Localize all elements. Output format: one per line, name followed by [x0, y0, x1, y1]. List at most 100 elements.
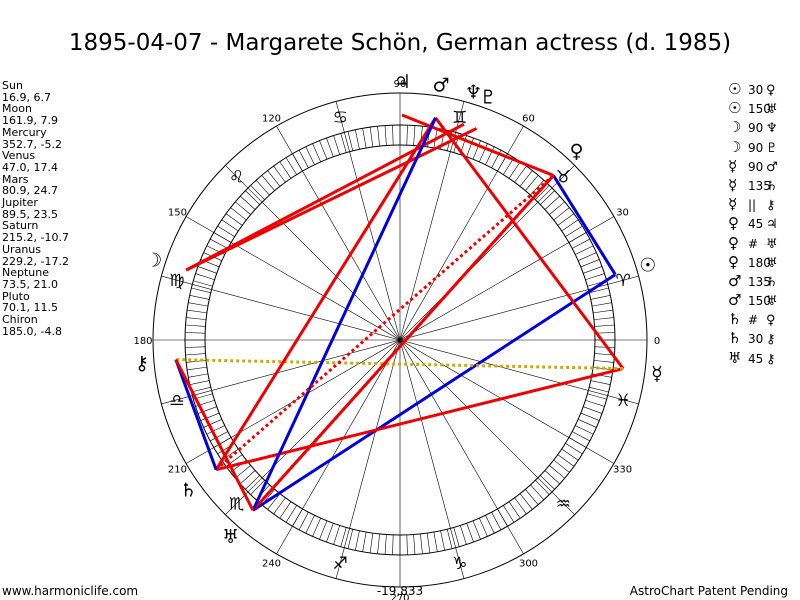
zodiac-sign-glyph: ♌: [229, 168, 244, 188]
zodiac-sign-glyph: ♓: [616, 391, 631, 411]
planet-name: Pluto: [2, 289, 30, 303]
degree-tick: [369, 533, 374, 553]
planet-glyph: ♇: [480, 86, 497, 108]
planet-position: 73.5, 21.0: [2, 277, 58, 291]
degree-tick: [589, 287, 609, 294]
aspect-planet-2: ♃: [766, 217, 778, 233]
aspect-planet-1: ♄: [728, 329, 742, 348]
degree-tick: [230, 207, 247, 221]
degree-tick: [250, 185, 265, 200]
aspect-planet-1: ☿: [728, 195, 738, 214]
degree-tick: [188, 373, 209, 378]
aspect-planet-2: ♅: [766, 102, 778, 118]
degree-tick: [406, 534, 408, 555]
degree-label: 300: [519, 559, 538, 570]
degree-tick: [217, 225, 235, 237]
degree-tick: [245, 475, 260, 490]
planet-position: 47.0, 17.4: [2, 160, 58, 174]
degree-tick: [420, 533, 423, 554]
degree-label: 210: [168, 465, 187, 476]
planet-name: Mars: [2, 172, 29, 186]
aspect-line: [251, 174, 555, 512]
zodiac-sign-glyph: ♋: [333, 108, 348, 128]
degree-tick: [221, 219, 239, 232]
degree-tick: [186, 317, 207, 320]
degree-tick: [594, 324, 615, 327]
planet-name: Mercury: [2, 125, 47, 139]
degree-tick: [549, 201, 565, 215]
degree-tick: [285, 505, 297, 523]
degree-tick: [261, 175, 275, 191]
aspect-angle: ||: [748, 198, 757, 213]
degree-tick: [589, 386, 609, 393]
aspect-line: [215, 174, 555, 471]
degree-tick: [453, 527, 460, 547]
degree-tick: [553, 207, 570, 221]
degree-tick: [195, 273, 215, 281]
degree-label: 240: [262, 559, 281, 570]
aspect-row: ☿ || ⚷: [728, 195, 800, 214]
degree-tick: [210, 238, 228, 249]
degree-tick: [572, 431, 590, 442]
aspect-line: [252, 273, 617, 512]
aspect-line: [214, 117, 437, 471]
aspect-line: [434, 116, 625, 370]
degree-tick: [279, 161, 292, 179]
planet-position: 89.5, 23.5: [2, 207, 58, 221]
degree-tick: [565, 225, 583, 237]
aspect-planet-2: ♄: [766, 274, 778, 290]
aspect-angle: 90: [748, 159, 764, 174]
degree-tick: [565, 443, 583, 455]
aspect-angle: 180: [748, 255, 771, 270]
planet-name: Saturn: [2, 219, 39, 233]
degree-tick: [203, 419, 222, 428]
degree-tick: [590, 295, 611, 300]
aspect-planet-2: ♀: [766, 83, 776, 98]
degree-tick: [273, 165, 286, 183]
chart-value: -19,833: [376, 584, 424, 598]
degree-tick: [466, 137, 474, 157]
degree-tick: [525, 175, 539, 191]
degree-tick: [298, 512, 309, 530]
degree-tick: [578, 419, 597, 428]
aspect-line: [401, 113, 555, 177]
degree-tick: [575, 245, 594, 255]
degree-tick: [273, 497, 286, 515]
aspect-angle: 90: [748, 121, 764, 136]
degree-tick: [590, 380, 611, 385]
aspect-row: ♅ 45 ⚷: [728, 349, 800, 368]
aspect-planet-2: ⚷: [766, 332, 776, 348]
degree-tick: [355, 129, 360, 150]
degree-tick: [245, 190, 260, 205]
aspect-line: [251, 117, 437, 511]
planet-glyph: ♅: [222, 526, 239, 548]
aspect-angle: 90: [748, 140, 764, 155]
aspect-planet-2: ♅: [766, 294, 778, 310]
site-link[interactable]: www.harmoniclife.com: [2, 584, 139, 598]
planet-position: 161.9, 7.9: [2, 114, 58, 128]
aspect-row: ☿ 135♄: [728, 176, 800, 195]
degree-tick: [446, 529, 453, 549]
aspect-angle: 150: [748, 102, 771, 117]
degree-tick: [267, 493, 281, 510]
degree-tick: [235, 201, 251, 215]
degree-tick: [347, 131, 354, 151]
degree-tick: [593, 317, 614, 320]
aspect-angle: 45: [748, 351, 764, 366]
degree-tick: [440, 530, 445, 551]
degree-tick: [255, 180, 270, 196]
aspect-planet-2: ⚷: [766, 198, 776, 214]
planet-glyph: ♃: [394, 71, 411, 93]
degree-tick: [575, 425, 594, 435]
zodiac-sign-glyph: ♐: [333, 554, 348, 574]
aspect-angle: #: [748, 236, 759, 251]
aspect-planet-1: ♄: [728, 310, 742, 329]
aspect-planet-1: ☽: [728, 118, 742, 137]
degree-tick: [413, 125, 416, 146]
aspect-planet-2: ♄: [766, 178, 778, 194]
degree-tick: [347, 529, 354, 549]
degree-tick: [312, 518, 321, 537]
degree-tick: [189, 295, 210, 300]
aspect-planet-1: ♂: [728, 271, 742, 290]
